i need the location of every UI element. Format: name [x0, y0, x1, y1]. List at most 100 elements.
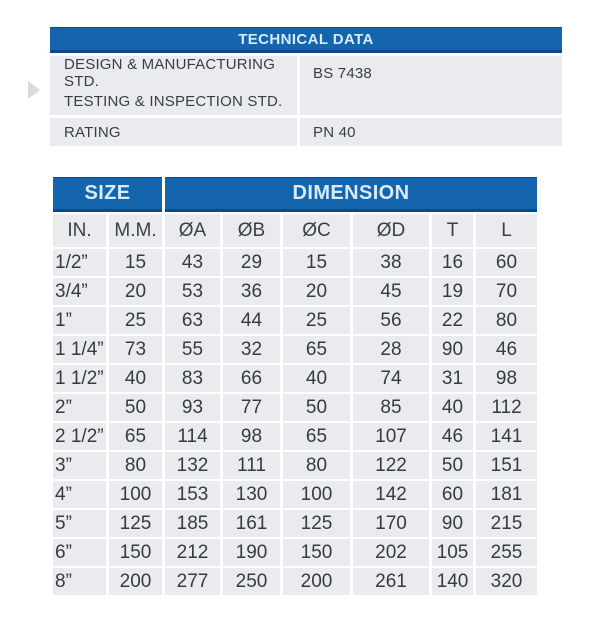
spec-label: DESIGN & MANUFACTURING STD.	[50, 56, 297, 90]
column-header-dia-b: ØB	[223, 214, 280, 247]
dimension-row: 1/2” 15 43 29 15 38 16 60	[53, 249, 537, 276]
carousel-next-arrow-icon[interactable]	[28, 81, 40, 99]
size-group-header: SIZE	[53, 177, 162, 212]
cell-size-in: 3/4”	[53, 278, 106, 305]
cell-dia-c: 80	[283, 452, 350, 479]
spec-label: TESTING & INSPECTION STD.	[50, 87, 297, 115]
cell-size-in: 3”	[53, 452, 106, 479]
cell-size-mm: 20	[109, 278, 162, 305]
cell-size-in: 1”	[53, 307, 106, 334]
cell-size-mm: 73	[109, 336, 162, 363]
cell-t: 105	[432, 539, 473, 566]
column-header-in: IN.	[53, 214, 106, 247]
cell-dia-a: 83	[165, 365, 220, 392]
cell-dia-d: 170	[353, 510, 429, 537]
cell-dia-d: 85	[353, 394, 429, 421]
cell-l: 46	[476, 336, 537, 363]
column-header-t: T	[432, 214, 473, 247]
column-header-dia-a: ØA	[165, 214, 220, 247]
cell-size-in: 6”	[53, 539, 106, 566]
cell-dia-a: 185	[165, 510, 220, 537]
cell-size-mm: 125	[109, 510, 162, 537]
cell-size-mm: 25	[109, 307, 162, 334]
cell-size-mm: 40	[109, 365, 162, 392]
spec-label: RATING	[50, 118, 297, 146]
technical-data-table: TECHNICAL DATA DESIGN & MANUFACTURING ST…	[50, 27, 562, 146]
cell-dia-c: 125	[283, 510, 350, 537]
cell-dia-b: 111	[223, 452, 280, 479]
cell-dia-a: 212	[165, 539, 220, 566]
cell-dia-c: 15	[283, 249, 350, 276]
cell-dia-a: 277	[165, 568, 220, 595]
cell-l: 181	[476, 481, 537, 508]
technical-data-row: TESTING & INSPECTION STD.	[50, 87, 562, 115]
cell-t: 46	[432, 423, 473, 450]
cell-dia-b: 77	[223, 394, 280, 421]
cell-dia-b: 29	[223, 249, 280, 276]
cell-size-in: 8”	[53, 568, 106, 595]
cell-dia-a: 43	[165, 249, 220, 276]
spec-value: BS 7438	[300, 56, 562, 90]
cell-t: 16	[432, 249, 473, 276]
cell-l: 151	[476, 452, 537, 479]
dimension-table-column-headers: IN. M.M. ØA ØB ØC ØD T L	[53, 214, 537, 247]
cell-t: 90	[432, 336, 473, 363]
cell-dia-a: 153	[165, 481, 220, 508]
cell-dia-b: 44	[223, 307, 280, 334]
cell-size-mm: 150	[109, 539, 162, 566]
cell-size-in: 1 1/4”	[53, 336, 106, 363]
cell-size-mm: 100	[109, 481, 162, 508]
cell-dia-a: 114	[165, 423, 220, 450]
cell-dia-d: 45	[353, 278, 429, 305]
column-header-dia-c: ØC	[283, 214, 350, 247]
technical-data-row: RATING PN 40	[50, 118, 562, 146]
cell-size-mm: 200	[109, 568, 162, 595]
cell-t: 19	[432, 278, 473, 305]
cell-t: 22	[432, 307, 473, 334]
dimension-row: 1 1/2” 40 83 66 40 74 31 98	[53, 365, 537, 392]
cell-size-in: 4”	[53, 481, 106, 508]
cell-dia-c: 65	[283, 423, 350, 450]
column-header-l: L	[476, 214, 537, 247]
cell-size-mm: 80	[109, 452, 162, 479]
dimension-row: 2” 50 93 77 50 85 40 112	[53, 394, 537, 421]
cell-size-in: 1 1/2”	[53, 365, 106, 392]
dimension-row: 1” 25 63 44 25 56 22 80	[53, 307, 537, 334]
dimension-row: 1 1/4” 73 55 32 65 28 90 46	[53, 336, 537, 363]
cell-dia-c: 100	[283, 481, 350, 508]
cell-dia-b: 250	[223, 568, 280, 595]
cell-size-mm: 50	[109, 394, 162, 421]
cell-l: 255	[476, 539, 537, 566]
column-header-mm: M.M.	[109, 214, 162, 247]
cell-dia-d: 202	[353, 539, 429, 566]
cell-dia-d: 142	[353, 481, 429, 508]
dimension-row: 6” 150 212 190 150 202 105 255	[53, 539, 537, 566]
spec-value: PN 40	[300, 118, 562, 146]
dimension-table-group-header: SIZE DIMENSION	[53, 177, 537, 212]
technical-data-rows: DESIGN & MANUFACTURING STD. BS 7438 TEST…	[50, 56, 562, 146]
cell-l: 215	[476, 510, 537, 537]
cell-dia-c: 150	[283, 539, 350, 566]
cell-dia-c: 25	[283, 307, 350, 334]
cell-dia-c: 65	[283, 336, 350, 363]
cell-t: 90	[432, 510, 473, 537]
cell-dia-b: 36	[223, 278, 280, 305]
cell-t: 40	[432, 394, 473, 421]
cell-dia-c: 200	[283, 568, 350, 595]
cell-t: 31	[432, 365, 473, 392]
cell-dia-c: 50	[283, 394, 350, 421]
cell-l: 320	[476, 568, 537, 595]
dimension-row: 3/4” 20 53 36 20 45 19 70	[53, 278, 537, 305]
technical-data-title: TECHNICAL DATA	[50, 27, 562, 53]
cell-dia-a: 53	[165, 278, 220, 305]
technical-data-row: DESIGN & MANUFACTURING STD. BS 7438	[50, 56, 562, 90]
cell-dia-d: 56	[353, 307, 429, 334]
dimension-row: 8” 200 277 250 200 261 140 320	[53, 568, 537, 595]
dimension-group-header: DIMENSION	[165, 177, 537, 212]
cell-dia-b: 190	[223, 539, 280, 566]
dimension-row: 5” 125 185 161 125 170 90 215	[53, 510, 537, 537]
cell-dia-a: 55	[165, 336, 220, 363]
cell-size-in: 1/2”	[53, 249, 106, 276]
cell-t: 60	[432, 481, 473, 508]
